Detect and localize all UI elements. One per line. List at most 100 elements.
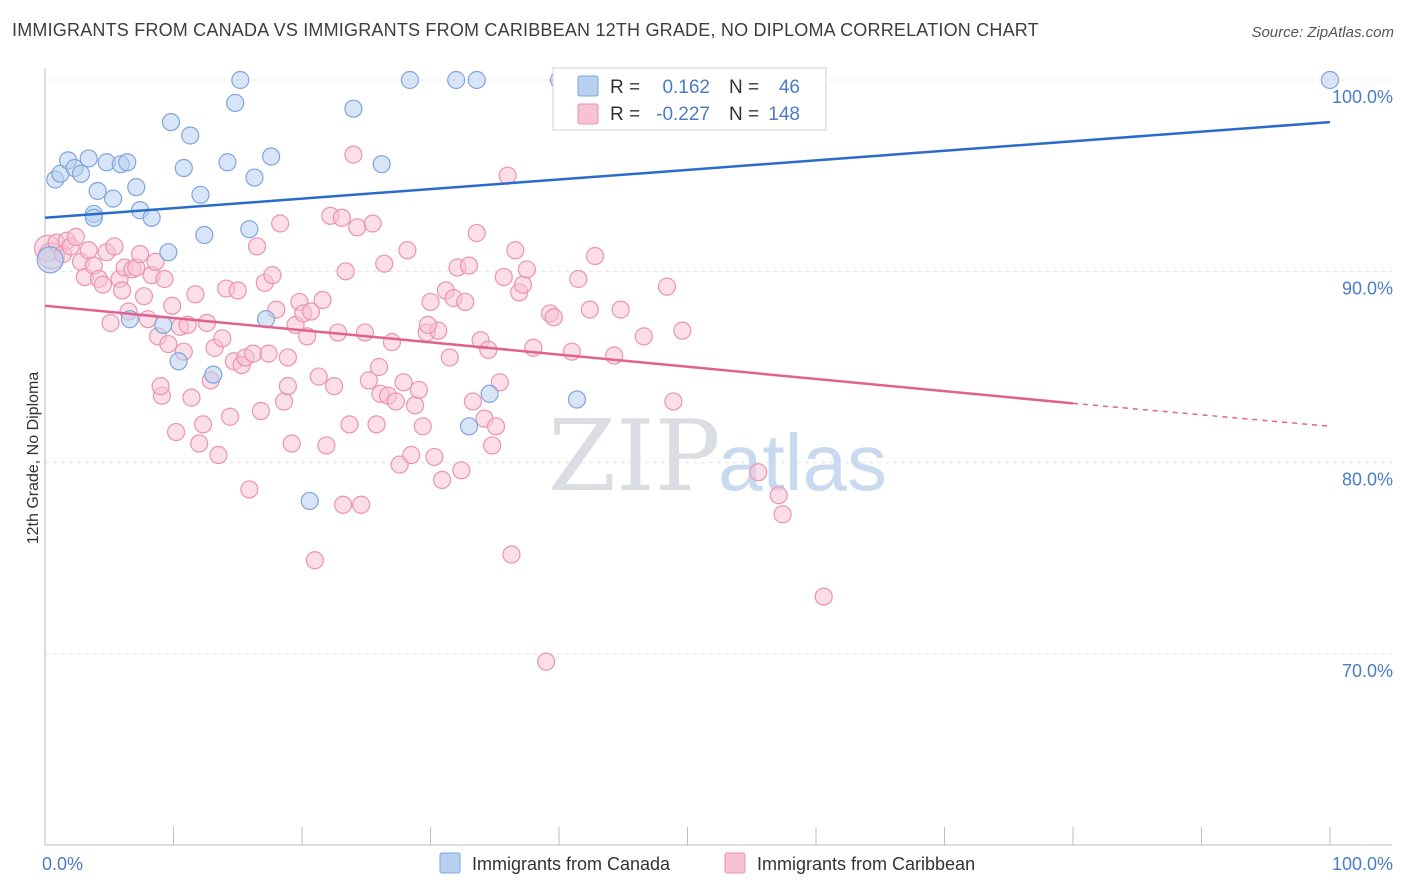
caribbean-point-70: [313, 290, 332, 310]
caribbean-point-137: [673, 321, 692, 340]
caribbean-point-96: [413, 417, 432, 436]
canada-point-5: [71, 164, 91, 183]
canada-point-16: [154, 315, 173, 335]
caribbean-point-106: [452, 461, 471, 480]
canada-point-32: [300, 491, 319, 511]
canada-point-31: [262, 147, 281, 166]
caribbean-point-80: [352, 495, 371, 514]
caribbean-point-44: [213, 329, 232, 348]
caribbean-point-91: [394, 373, 413, 392]
caribbean-point-107: [456, 292, 475, 312]
caribbean-point-40: [197, 313, 217, 333]
caribbean-point-31: [163, 296, 182, 315]
canada-point-41: [567, 390, 587, 409]
caribbean-point-132: [611, 300, 630, 319]
canada-point-34: [372, 155, 391, 174]
caribbean-point-68: [305, 551, 324, 570]
caribbean-point-30: [159, 334, 178, 354]
caribbean-point-82: [359, 371, 378, 390]
caribbean-point-138: [749, 463, 768, 482]
caribbean-point-29: [155, 269, 174, 289]
legend-canada-swatch: [439, 852, 461, 874]
caribbean-point-76: [336, 262, 355, 281]
caribbean-point-57: [263, 266, 282, 285]
caribbean-point-129: [580, 300, 599, 319]
caribbean-point-113: [479, 340, 498, 359]
caribbean-point-136: [664, 392, 683, 411]
caribbean-point-114: [483, 436, 502, 455]
caribbean-point-135: [657, 277, 677, 296]
y-tick-label-3: 70.0%: [1342, 661, 1393, 681]
caribbean-point-15: [105, 237, 124, 256]
caribbean-point-73: [325, 377, 344, 396]
caribbean-point-101: [432, 470, 452, 489]
caribbean-point-89: [386, 392, 405, 411]
watermark: ZIP atlas: [548, 400, 887, 514]
caribbean-point-142: [569, 269, 588, 289]
caribbean-point-78: [344, 145, 363, 164]
caribbean-point-110: [467, 223, 486, 243]
canada-point-29: [245, 168, 264, 187]
caribbean-point-12: [93, 275, 112, 294]
canada-point-24: [204, 365, 223, 384]
caribbean-point-48: [228, 281, 247, 300]
caribbean-point-24: [138, 310, 157, 329]
axes: [44, 68, 1392, 846]
stats-canada-swatch: [577, 75, 599, 97]
caribbean-point-92: [398, 241, 417, 260]
caribbean-point-81: [355, 323, 375, 342]
caribbean-point-17: [112, 281, 132, 300]
caribbean-point-103: [440, 348, 459, 367]
chart-title: IMMIGRANTS FROM CANADA VS IMMIGRANTS FRO…: [12, 20, 1039, 40]
caribbean-point-51: [240, 480, 259, 499]
canada-point-28: [240, 220, 259, 239]
caribbean-point-109: [463, 392, 483, 411]
caribbean-point-77: [340, 415, 359, 434]
caribbean-trend-line: [44, 304, 1074, 405]
y-axis-title: 12th Grade, No Diploma: [25, 372, 42, 545]
caribbean-point-38: [190, 434, 209, 453]
caribbean-point-127: [537, 652, 556, 671]
caribbean-point-6: [66, 227, 85, 246]
caribbean-point-67: [301, 302, 321, 321]
caribbean-points: [33, 70, 833, 671]
canada-point-25: [218, 153, 237, 172]
caribbean-point-32: [166, 422, 186, 442]
caribbean-point-61: [278, 377, 297, 396]
caribbean-point-118: [498, 166, 517, 185]
caribbean-point-83: [363, 214, 382, 233]
x-tick-label-0: 0.0%: [42, 854, 83, 874]
caribbean-point-26: [146, 252, 165, 271]
caribbean-point-88: [382, 333, 402, 352]
y-tick-labels: 100.0% 90.0% 80.0% 70.0%: [1332, 87, 1393, 681]
caribbean-point-133: [634, 327, 653, 346]
canada-trend-line: [44, 120, 1331, 220]
canada-point-20: [174, 158, 193, 178]
stats-canada-r-value: 0.162: [662, 77, 710, 98]
caribbean-point-52: [244, 344, 263, 363]
caribbean-point-122: [513, 275, 533, 294]
caribbean-trend-extension: [1072, 402, 1331, 428]
stats-caribbean-n-value: 148: [768, 104, 800, 125]
caribbean-point-116: [490, 373, 509, 392]
canada-point-39: [480, 384, 499, 403]
canada-point-19: [169, 352, 188, 371]
caribbean-point-37: [186, 285, 205, 304]
x-tick-label-1: 100.0%: [1332, 854, 1393, 874]
caribbean-point-84: [367, 415, 386, 434]
caribbean-point-93: [402, 445, 421, 465]
caribbean-point-46: [220, 407, 240, 426]
canada-point-17: [159, 243, 178, 262]
caribbean-point-69: [309, 367, 328, 386]
stats-caribbean-r-label: R =: [610, 104, 640, 125]
legend-caribbean-swatch: [724, 852, 746, 874]
caribbean-point-117: [494, 267, 513, 287]
canada-point-35: [400, 70, 420, 90]
canada-point-27: [231, 70, 250, 90]
caribbean-point-75: [332, 208, 351, 227]
caribbean-point-54: [251, 401, 270, 421]
caribbean-point-53: [247, 237, 267, 256]
caribbean-point-79: [348, 218, 367, 237]
canada-point-18: [161, 112, 181, 132]
